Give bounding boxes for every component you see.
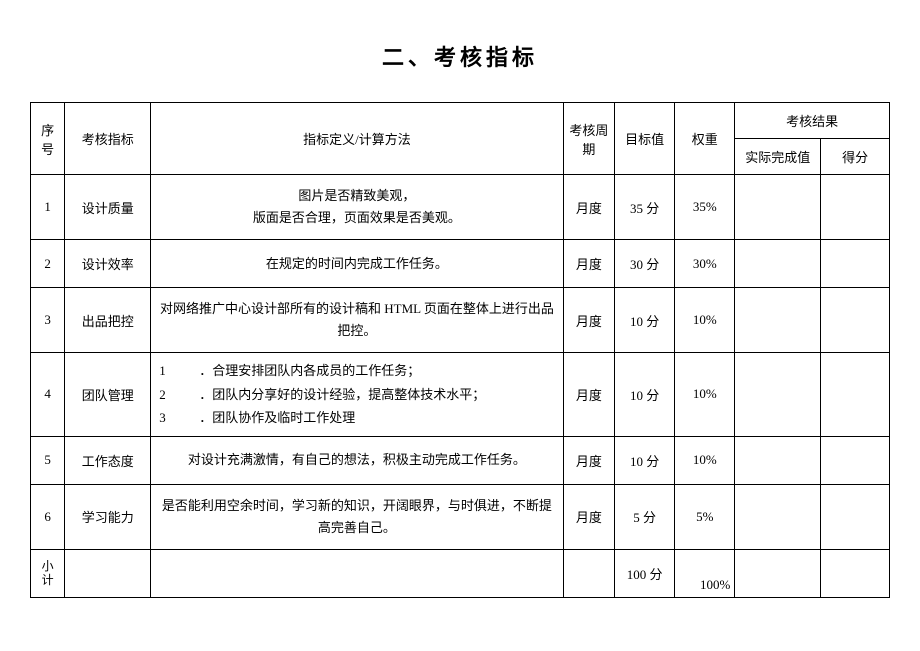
cell-weight: 10%	[675, 353, 735, 436]
cell-cycle: 月度	[563, 288, 615, 353]
subtotal-target: 100 分	[615, 549, 675, 597]
section-title: 二、考核指标	[30, 40, 890, 72]
cell-target: 5 分	[615, 484, 675, 549]
cell-weight: 10%	[675, 288, 735, 353]
cell-name: 设计质量	[65, 175, 151, 240]
cell-actual	[735, 288, 821, 353]
subtotal-empty	[151, 549, 563, 597]
subtotal-empty	[65, 549, 151, 597]
header-result-group: 考核结果	[735, 103, 890, 139]
cell-actual	[735, 175, 821, 240]
header-score: 得分	[821, 139, 890, 175]
cell-weight: 5%	[675, 484, 735, 549]
cell-weight: 30%	[675, 240, 735, 288]
cell-target: 30 分	[615, 240, 675, 288]
header-name: 考核指标	[65, 103, 151, 175]
cell-definition: 是否能利用空余时间，学习新的知识，开阔眼界，与时俱进，不断提高完善自己。	[151, 484, 563, 549]
cell-score	[821, 484, 890, 549]
subtotal-label: 小计	[31, 549, 65, 597]
table-row: 5工作态度对设计充满激情，有自己的想法，积极主动完成工作任务。月度10 分10%	[31, 436, 890, 484]
table-row: 4团队管理1．合理安排团队内各成员的工作任务；2．团队内分享好的设计经验，提高整…	[31, 353, 890, 436]
header-target: 目标值	[615, 103, 675, 175]
table-row: 6学习能力是否能利用空余时间，学习新的知识，开阔眼界，与时俱进，不断提高完善自己…	[31, 484, 890, 549]
header-actual: 实际完成值	[735, 139, 821, 175]
table-row: 1设计质量图片是否精致美观，版面是否合理，页面效果是否美观。月度35 分35%	[31, 175, 890, 240]
cell-name: 学习能力	[65, 484, 151, 549]
cell-weight: 10%	[675, 436, 735, 484]
cell-idx: 3	[31, 288, 65, 353]
cell-cycle: 月度	[563, 484, 615, 549]
header-cycle: 考核周期	[563, 103, 615, 175]
cell-definition: 在规定的时间内完成工作任务。	[151, 240, 563, 288]
assessment-table: 序号 考核指标 指标定义/计算方法 考核周期 目标值 权重 考核结果 实际完成值…	[30, 102, 890, 598]
header-idx: 序号	[31, 103, 65, 175]
cell-cycle: 月度	[563, 175, 615, 240]
cell-target: 10 分	[615, 353, 675, 436]
cell-actual	[735, 353, 821, 436]
cell-score	[821, 240, 890, 288]
cell-score	[821, 175, 890, 240]
cell-idx: 4	[31, 353, 65, 436]
cell-score	[821, 288, 890, 353]
cell-target: 10 分	[615, 288, 675, 353]
cell-name: 设计效率	[65, 240, 151, 288]
cell-definition: 图片是否精致美观，版面是否合理，页面效果是否美观。	[151, 175, 563, 240]
cell-idx: 1	[31, 175, 65, 240]
cell-cycle: 月度	[563, 436, 615, 484]
cell-name: 工作态度	[65, 436, 151, 484]
subtotal-empty	[821, 549, 890, 597]
subtotal-row: 小计 100 分100%	[31, 549, 890, 597]
table-row: 2设计效率在规定的时间内完成工作任务。月度30 分30%	[31, 240, 890, 288]
header-weight: 权重	[675, 103, 735, 175]
subtotal-weight: 100%	[675, 549, 735, 597]
cell-actual	[735, 240, 821, 288]
cell-cycle: 月度	[563, 240, 615, 288]
cell-score	[821, 436, 890, 484]
cell-target: 10 分	[615, 436, 675, 484]
cell-actual	[735, 436, 821, 484]
subtotal-empty	[563, 549, 615, 597]
cell-name: 出品把控	[65, 288, 151, 353]
header-definition: 指标定义/计算方法	[151, 103, 563, 175]
cell-actual	[735, 484, 821, 549]
cell-weight: 35%	[675, 175, 735, 240]
cell-name: 团队管理	[65, 353, 151, 436]
cell-definition: 1．合理安排团队内各成员的工作任务；2．团队内分享好的设计经验，提高整体技术水平…	[151, 353, 563, 436]
cell-idx: 5	[31, 436, 65, 484]
table-row: 3出品把控对网络推广中心设计部所有的设计稿和 HTML 页面在整体上进行出品把控…	[31, 288, 890, 353]
cell-cycle: 月度	[563, 353, 615, 436]
cell-definition: 对网络推广中心设计部所有的设计稿和 HTML 页面在整体上进行出品把控。	[151, 288, 563, 353]
cell-target: 35 分	[615, 175, 675, 240]
cell-idx: 2	[31, 240, 65, 288]
cell-idx: 6	[31, 484, 65, 549]
cell-score	[821, 353, 890, 436]
subtotal-empty	[735, 549, 821, 597]
cell-definition: 对设计充满激情，有自己的想法，积极主动完成工作任务。	[151, 436, 563, 484]
